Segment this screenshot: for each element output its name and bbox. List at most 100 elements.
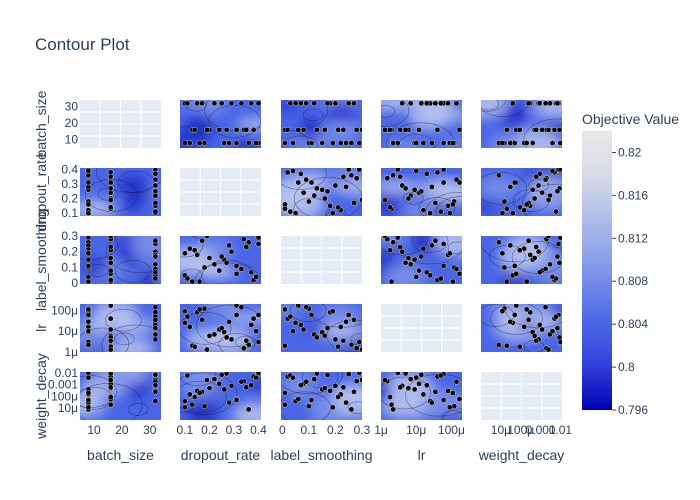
trial-point[interactable]	[555, 241, 562, 247]
trial-point[interactable]	[107, 173, 114, 180]
trial-point[interactable]	[300, 127, 307, 133]
trial-point[interactable]	[529, 140, 536, 146]
trial-point[interactable]	[319, 186, 326, 193]
trial-point[interactable]	[85, 374, 92, 381]
trial-point[interactable]	[186, 245, 193, 252]
trial-point[interactable]	[85, 210, 92, 216]
trial-point[interactable]	[513, 270, 520, 277]
panel-weight-decay-vs-label-smoothing[interactable]	[275, 352, 376, 425]
trial-point[interactable]	[240, 236, 247, 242]
trial-point[interactable]	[445, 202, 451, 209]
trial-point[interactable]	[107, 259, 114, 266]
trial-point[interactable]	[233, 303, 240, 309]
trial-point[interactable]	[418, 100, 425, 107]
trial-point[interactable]	[311, 192, 318, 199]
panel-dropout-rate-vs-weight-decay[interactable]	[469, 163, 590, 226]
trial-point[interactable]	[85, 404, 92, 411]
trial-point[interactable]	[226, 242, 232, 249]
trial-point[interactable]	[282, 390, 288, 396]
trial-point[interactable]	[523, 140, 530, 146]
trial-point[interactable]	[196, 390, 203, 396]
trial-point[interactable]	[521, 207, 528, 213]
trial-point[interactable]	[332, 100, 339, 107]
trial-point[interactable]	[531, 195, 538, 202]
trial-point[interactable]	[324, 100, 331, 107]
trial-point[interactable]	[152, 331, 159, 338]
trial-point[interactable]	[282, 201, 288, 208]
trial-point[interactable]	[243, 127, 250, 133]
trial-point[interactable]	[107, 377, 114, 383]
trial-point[interactable]	[434, 169, 441, 176]
trial-point[interactable]	[85, 242, 92, 249]
trial-point[interactable]	[384, 175, 391, 181]
trial-point[interactable]	[402, 127, 409, 133]
trial-point[interactable]	[382, 377, 388, 383]
trial-point[interactable]	[311, 100, 318, 107]
trial-point[interactable]	[437, 275, 444, 282]
trial-point[interactable]	[327, 388, 333, 394]
trial-point[interactable]	[554, 253, 561, 260]
trial-point[interactable]	[553, 313, 559, 320]
trial-point[interactable]	[223, 259, 230, 266]
trial-point[interactable]	[432, 237, 439, 244]
trial-point[interactable]	[85, 201, 92, 208]
trial-point[interactable]	[509, 210, 516, 216]
trial-point[interactable]	[353, 127, 360, 133]
trial-point[interactable]	[496, 342, 502, 348]
trial-point[interactable]	[507, 318, 514, 325]
trial-point[interactable]	[456, 127, 462, 133]
trial-point[interactable]	[511, 263, 518, 269]
trial-point[interactable]	[395, 235, 401, 241]
trial-point[interactable]	[499, 308, 506, 315]
trial-point[interactable]	[238, 304, 245, 311]
trial-point[interactable]	[416, 267, 422, 274]
trial-point[interactable]	[517, 247, 523, 253]
trial-point[interactable]	[340, 173, 347, 180]
trial-point[interactable]	[233, 127, 240, 133]
trial-point[interactable]	[402, 259, 409, 266]
trial-point[interactable]	[107, 401, 114, 408]
trial-point[interactable]	[85, 256, 92, 263]
trial-point[interactable]	[182, 398, 188, 404]
trial-point[interactable]	[295, 303, 302, 309]
trial-point[interactable]	[405, 255, 412, 261]
trial-point[interactable]	[186, 140, 193, 146]
trial-point[interactable]	[152, 304, 159, 311]
trial-point[interactable]	[186, 391, 193, 398]
trial-point[interactable]	[501, 264, 508, 271]
trial-point[interactable]	[440, 167, 447, 173]
trial-point[interactable]	[549, 274, 556, 280]
trial-point[interactable]	[445, 100, 451, 107]
trial-point[interactable]	[107, 244, 114, 250]
trial-point[interactable]	[287, 208, 294, 215]
panel-dropout-rate-vs-lr[interactable]	[372, 167, 493, 234]
trial-point[interactable]	[416, 380, 422, 387]
trial-point[interactable]	[216, 267, 223, 274]
trial-point[interactable]	[85, 306, 92, 313]
trial-point[interactable]	[332, 336, 339, 343]
trial-point[interactable]	[233, 312, 240, 318]
trial-point[interactable]	[340, 337, 347, 344]
trial-point[interactable]	[359, 127, 364, 133]
trial-point[interactable]	[204, 127, 210, 133]
trial-point[interactable]	[416, 127, 422, 133]
trial-point[interactable]	[184, 372, 191, 379]
trial-point[interactable]	[420, 207, 427, 213]
trial-point[interactable]	[356, 339, 362, 345]
panel-batch-size-vs-weight-decay[interactable]	[458, 85, 592, 161]
trial-point[interactable]	[303, 378, 310, 385]
trial-point[interactable]	[216, 127, 223, 133]
trial-point[interactable]	[432, 388, 439, 395]
trial-point[interactable]	[542, 266, 549, 272]
panel-dropout-rate-vs-batch-size[interactable]	[72, 150, 173, 219]
trial-point[interactable]	[348, 172, 355, 179]
trial-point[interactable]	[253, 328, 259, 334]
panel-dropout-rate-vs-label-smoothing[interactable]	[266, 157, 383, 220]
trial-point[interactable]	[535, 182, 542, 189]
trial-point[interactable]	[535, 248, 542, 255]
trial-point[interactable]	[253, 374, 259, 381]
trial-point[interactable]	[255, 241, 261, 247]
trial-point[interactable]	[85, 370, 92, 376]
trial-point[interactable]	[282, 401, 288, 408]
trial-point[interactable]	[397, 384, 404, 391]
